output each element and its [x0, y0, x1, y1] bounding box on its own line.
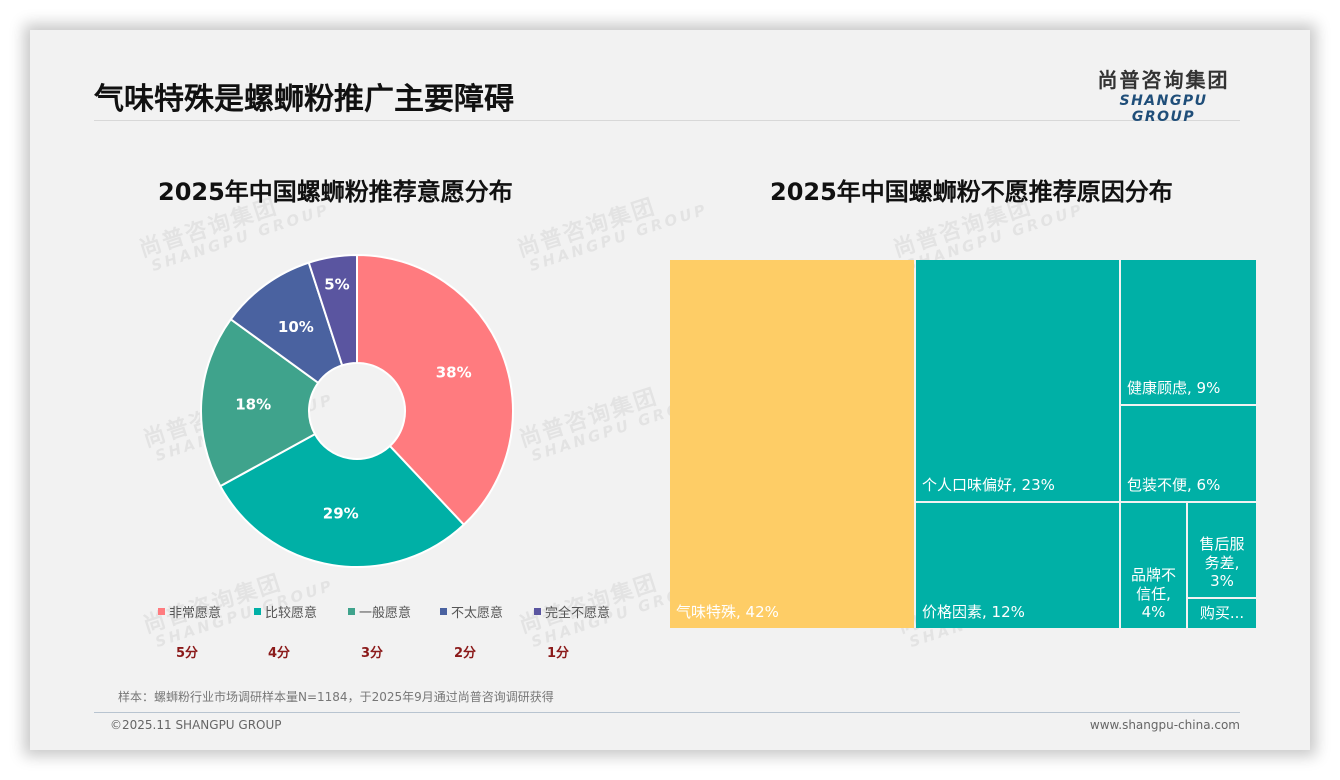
- score-label: 4分: [268, 646, 291, 661]
- donut-chart: 38% 29% 18% 10% 5%: [200, 254, 514, 568]
- legend-swatch: [440, 608, 447, 615]
- website-link[interactable]: www.shangpu-china.com: [1089, 718, 1240, 732]
- donut-chart-title: 2025年中国螺蛳粉推荐意愿分布: [158, 178, 513, 206]
- legend-item-neutral: 一般愿意: [348, 602, 440, 621]
- title-divider: [94, 120, 1240, 121]
- footer-divider: [94, 712, 1240, 713]
- treemap-tile-price: 价格因素, 12%: [916, 503, 1119, 628]
- treemap-tile-health: 健康顾虑, 9%: [1121, 260, 1256, 404]
- donut-slice-label: 5%: [324, 276, 349, 294]
- score-label: 1分: [547, 646, 570, 661]
- copyright: ©2025.11 SHANGPU GROUP: [110, 718, 282, 732]
- donut-slice: [356, 254, 514, 527]
- donut-slice: [200, 317, 320, 488]
- treemap-chart-title: 2025年中国螺蛳粉不愿推荐原因分布: [770, 178, 1173, 206]
- score-label: 5分: [176, 646, 199, 661]
- treemap-tile-purchase-channel: 购买...: [1188, 599, 1256, 628]
- page-title: 气味特殊是螺蛳粉推广主要障碍: [94, 82, 514, 117]
- donut-legend: 非常愿意 比较愿意 一般愿意 不太愿意 完全不愿意: [158, 602, 634, 621]
- sample-note: 样本：螺蛳粉行业市场调研样本量N=1184，于2025年9月通过尚普咨询调研获得: [118, 690, 554, 704]
- logo-cn: 尚普咨询集团: [1097, 68, 1230, 92]
- slide: 尚普咨询集团 SHANGPU GROUP 尚普咨询集团 SHANGPU GROUP …: [30, 30, 1310, 750]
- treemap-tile-odor: 气味特殊, 42%: [670, 260, 914, 628]
- score-label: 2分: [454, 646, 477, 661]
- donut-slice-label: 18%: [235, 395, 271, 413]
- donut-slice: [218, 432, 466, 568]
- company-logo: 尚普咨询集团 SHANGPU GROUP: [1086, 64, 1241, 125]
- legend-item-very-willing: 非常愿意: [158, 602, 254, 621]
- donut-slice: [307, 254, 358, 367]
- treemap-tile-after-sales: 售后服 务差, 3%: [1188, 503, 1256, 597]
- score-label: 3分: [361, 646, 384, 661]
- logo-en: SHANGPU GROUP: [1119, 93, 1208, 125]
- legend-item-very-unwilling: 完全不愿意: [534, 602, 634, 621]
- donut-slice-label: 29%: [323, 505, 359, 523]
- treemap-tile-brand-trust: 品牌不 信任, 4%: [1121, 503, 1186, 628]
- legend-swatch: [254, 608, 261, 615]
- legend-swatch: [348, 608, 355, 615]
- donut-slice-label: 38%: [436, 364, 472, 382]
- legend-swatch: [534, 608, 541, 615]
- treemap-tile-taste: 个人口味偏好, 23%: [916, 260, 1119, 501]
- treemap-chart: 气味特殊, 42% 个人口味偏好, 23% 价格因素, 12% 健康顾虑, 9%…: [670, 260, 1256, 628]
- legend-item-unwilling: 不太愿意: [440, 602, 534, 621]
- donut-slice-label: 10%: [278, 318, 314, 336]
- treemap-tile-packaging: 包装不便, 6%: [1121, 406, 1256, 501]
- legend-item-fairly-willing: 比较愿意: [254, 602, 348, 621]
- legend-swatch: [158, 608, 165, 615]
